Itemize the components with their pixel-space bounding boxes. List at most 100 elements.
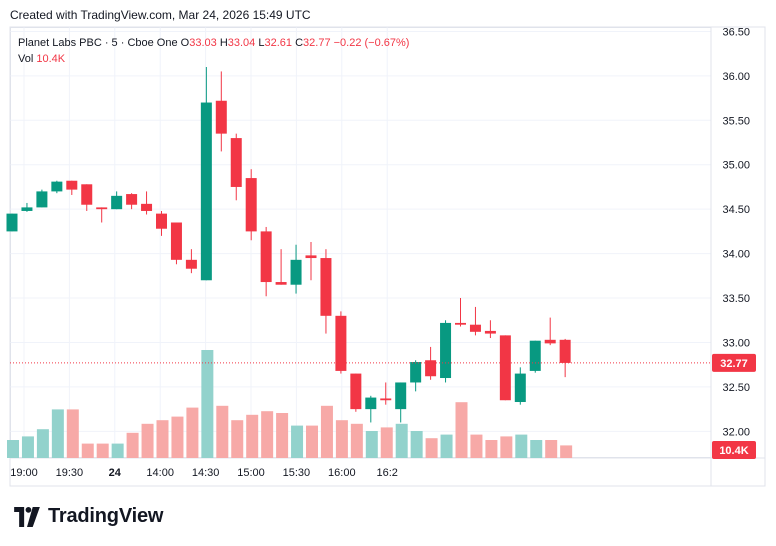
candle-body <box>529 340 541 371</box>
candle-body <box>81 184 93 205</box>
candle-body <box>514 373 526 403</box>
legend-open-value: 33.03 <box>189 37 217 49</box>
candle-body <box>544 339 556 344</box>
legend-low-value: 32.61 <box>264 37 293 49</box>
candle-body <box>350 373 362 410</box>
time-tick-label: 19:00 <box>10 467 38 479</box>
volume-badge <box>712 441 756 459</box>
candle-body <box>200 102 212 281</box>
candle-body <box>230 138 242 187</box>
candle-body <box>305 255 317 259</box>
price-tick-label: 32.50 <box>722 382 750 394</box>
created-with-text: Created with TradingView.com, Mar 24, 20… <box>10 8 311 22</box>
price-tick-label: 33.50 <box>722 293 750 305</box>
candle-body <box>559 339 571 363</box>
legend-high-value: 33.04 <box>227 37 256 49</box>
volume-bar <box>350 423 363 458</box>
volume-bar <box>51 409 64 458</box>
candle-body <box>185 259 197 269</box>
candle-body <box>21 207 33 211</box>
volume-bar <box>380 427 393 458</box>
last-price-badge <box>712 353 756 372</box>
volume-bar <box>126 432 139 458</box>
volume-bar <box>201 350 214 458</box>
legend-line-volume: Vol 10.4K <box>18 51 409 67</box>
legend-open-label: O <box>180 37 190 49</box>
candle-body <box>141 203 153 211</box>
volume-bar <box>156 420 169 458</box>
legend-volume-value: 10.4K <box>36 53 66 65</box>
time-tick-label: 15:00 <box>237 467 265 479</box>
volume-bar <box>246 414 259 458</box>
time-tick-label: 14:00 <box>146 467 174 479</box>
time-tick-label: 16:2 <box>376 467 397 479</box>
candle-body <box>484 330 496 334</box>
legend-change: −0.22 (−0.67%) <box>333 37 410 49</box>
candle-body <box>126 194 138 205</box>
volume-bar <box>66 409 79 458</box>
volume-bar <box>7 440 19 458</box>
candle-body <box>245 178 257 232</box>
chart-outer-frame <box>9 26 766 487</box>
brand-name: TradingView <box>48 505 164 527</box>
volume-bar <box>186 407 199 458</box>
candle-body <box>275 282 287 285</box>
legend-close-label: C <box>295 37 304 49</box>
tradingview-logo-icon <box>14 506 40 527</box>
volume-bar <box>485 440 498 458</box>
volume-bar <box>470 434 483 458</box>
price-tick-label: 35.50 <box>722 115 750 127</box>
last-price-label: 32.77 <box>720 358 748 370</box>
time-tick-label: 19:30 <box>56 467 84 479</box>
volume-bar <box>96 443 109 458</box>
legend-symbol: Planet Labs PBC · 5 · Cboe One <box>18 37 178 49</box>
volume-bar <box>455 402 468 458</box>
candle-body <box>469 324 481 332</box>
candle-body <box>365 397 377 410</box>
volume-bar <box>530 440 543 458</box>
price-tick-label: 36.00 <box>722 71 750 83</box>
candle-body <box>215 100 227 134</box>
candle-body <box>380 398 392 401</box>
volume-bar <box>335 420 348 458</box>
candle-body <box>425 360 437 377</box>
candle-body <box>440 322 452 379</box>
candle-body <box>36 191 48 208</box>
price-tick-label: 32.00 <box>722 426 750 438</box>
time-tick-label: 15:30 <box>283 467 311 479</box>
price-tick-label: 33.00 <box>722 337 750 349</box>
volume-bar <box>320 405 333 458</box>
volume-bar <box>500 436 513 458</box>
time-tick-label: 24 <box>109 467 122 479</box>
volume-bar <box>306 425 318 458</box>
legend-low-label: L <box>258 37 265 49</box>
candle-body <box>320 258 332 316</box>
volume-bar <box>141 423 154 458</box>
candle-body <box>395 382 407 410</box>
volume-bar <box>425 438 438 458</box>
candle-body <box>499 335 511 401</box>
candle-body <box>170 222 182 260</box>
volume-bar <box>365 431 378 458</box>
tradingview-brand[interactable]: TradingView <box>12 505 163 528</box>
volume-bar <box>560 445 573 458</box>
volume-bar <box>21 436 34 458</box>
price-tick-label: 36.50 <box>722 26 750 38</box>
chart-legend: Planet Labs PBC · 5 · Cboe One O33.03 H3… <box>18 35 409 67</box>
time-tick-label: 14:30 <box>192 467 220 479</box>
legend-high-label: H <box>219 37 228 49</box>
volume-bar <box>171 416 184 458</box>
candle-body <box>66 180 78 190</box>
candle-body <box>96 207 108 210</box>
volume-bar <box>36 429 49 458</box>
volume-bar <box>291 425 304 458</box>
volume-bar <box>231 420 244 458</box>
candle-body <box>455 322 466 325</box>
candle-body <box>290 259 302 285</box>
price-tick-label: 34.50 <box>722 204 750 216</box>
volume-bar <box>261 411 274 458</box>
volume-bar <box>395 423 408 458</box>
volume-bar <box>440 434 453 458</box>
volume-bar <box>111 443 124 458</box>
